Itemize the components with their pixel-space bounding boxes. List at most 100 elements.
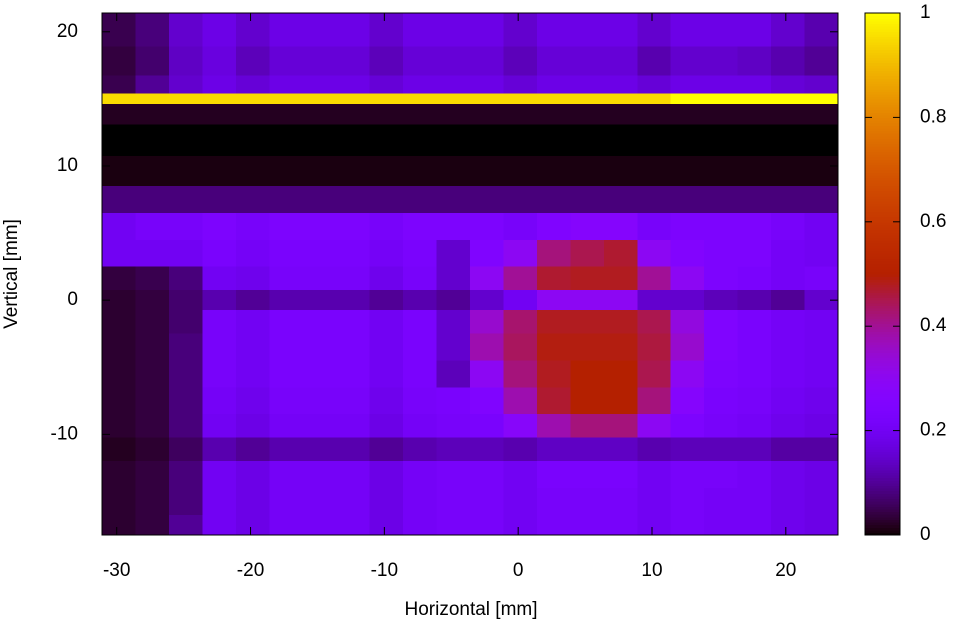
heatmap-cell xyxy=(670,333,705,362)
heatmap-cell xyxy=(269,333,304,362)
heatmap-cell xyxy=(804,333,838,362)
colorbar-step xyxy=(865,138,900,142)
heatmap-cell xyxy=(403,212,438,241)
heatmap-cell xyxy=(637,266,672,291)
colorbar-step xyxy=(865,250,900,254)
colorbar-step xyxy=(865,193,900,197)
heatmap-cell xyxy=(536,239,571,268)
heatmap-cell xyxy=(704,266,739,291)
heatmap-cell xyxy=(302,212,337,241)
colorbar-step xyxy=(865,125,900,129)
heatmap-cell xyxy=(202,414,237,439)
heatmap-cell xyxy=(102,155,137,187)
heatmap-cell xyxy=(670,155,705,187)
heatmap-cell xyxy=(570,461,605,489)
heatmap-cell xyxy=(704,387,739,415)
heatmap-cell xyxy=(771,514,806,535)
heatmap-cell xyxy=(336,387,371,415)
heatmap-cell xyxy=(737,437,772,462)
heatmap-cell xyxy=(336,266,371,291)
heatmap-cell xyxy=(235,514,270,535)
heatmap-cell xyxy=(670,514,705,535)
heatmap-cell xyxy=(336,93,371,105)
colorbar-step xyxy=(865,75,900,79)
colorbar-step xyxy=(865,263,900,267)
heatmap-cell xyxy=(503,104,538,125)
y-tick-label: 20 xyxy=(57,21,78,42)
heatmap-cell xyxy=(436,461,471,489)
heatmap-cell xyxy=(202,212,237,241)
colorbar-step xyxy=(865,362,900,366)
heatmap-cell xyxy=(470,387,505,415)
heatmap-cell xyxy=(704,333,739,362)
colorbar-step xyxy=(865,101,900,105)
x-tick-label: -10 xyxy=(371,560,398,581)
colorbar-step xyxy=(865,524,900,528)
heatmap-cell xyxy=(302,310,337,335)
heatmap-cell xyxy=(369,387,404,415)
heatmap-cell xyxy=(670,360,705,388)
colorbar-step xyxy=(865,229,900,233)
colorbar-step xyxy=(865,441,900,445)
heatmap-cell xyxy=(102,333,137,362)
colorbar-step xyxy=(865,357,900,361)
heatmap-cell xyxy=(336,514,371,535)
heatmap-cell xyxy=(570,239,605,268)
heatmap-cell xyxy=(168,155,203,187)
heatmap-cell xyxy=(302,46,337,77)
heatmap-cell xyxy=(737,514,772,535)
heatmap-cell xyxy=(336,239,371,268)
heatmap-cell xyxy=(202,387,237,415)
colorbar-step xyxy=(865,153,900,158)
heatmap-cell xyxy=(536,360,571,388)
heatmap-cell xyxy=(302,488,337,516)
heatmap-cell xyxy=(470,514,505,535)
heatmap-cell xyxy=(536,290,571,311)
colorbar-step xyxy=(865,224,900,228)
heatmap-cell xyxy=(804,310,838,335)
heatmap-cell xyxy=(336,414,371,439)
heatmap-cell xyxy=(704,13,739,48)
colorbar-step xyxy=(865,59,900,64)
colorbar-step xyxy=(865,297,900,301)
heatmap-cell xyxy=(603,414,638,439)
colorbar-step xyxy=(865,78,900,82)
heatmap-cell xyxy=(269,13,304,48)
colorbar-step xyxy=(865,474,900,479)
heatmap-cell xyxy=(235,266,270,291)
heatmap-cell xyxy=(436,155,471,187)
colorbar-step xyxy=(865,13,900,17)
heatmap-cell xyxy=(804,46,838,77)
colorbar-step xyxy=(865,187,900,192)
heatmap-cell xyxy=(202,93,237,105)
colorbar-step xyxy=(865,305,900,309)
heatmap-cell xyxy=(503,514,538,535)
heatmap-cell xyxy=(737,310,772,335)
colorbar-step xyxy=(865,54,900,58)
heatmap-cell xyxy=(536,212,571,241)
heatmap-cell xyxy=(436,212,471,241)
heatmap-cell xyxy=(570,75,605,95)
heatmap-cell xyxy=(102,461,137,489)
colorbar-step xyxy=(865,375,900,379)
heatmap-cell xyxy=(470,333,505,362)
colorbar-step xyxy=(865,274,900,278)
heatmap-cell xyxy=(637,46,672,77)
heatmap-cell xyxy=(570,488,605,516)
colorbar-step xyxy=(865,501,900,505)
heatmap-cell xyxy=(503,437,538,462)
colorbar-step xyxy=(865,490,900,494)
heatmap-cell xyxy=(603,124,638,157)
colorbar-step xyxy=(865,169,900,173)
heatmap-cell xyxy=(536,75,571,95)
heatmap-cell xyxy=(102,13,137,48)
colorbar-step xyxy=(865,140,900,145)
colorbar-step xyxy=(865,508,900,513)
heatmap-cell xyxy=(503,488,538,516)
heatmap-cell xyxy=(603,186,638,214)
colorbar-step xyxy=(865,336,900,340)
colorbar-step xyxy=(865,320,900,325)
heatmap-cell xyxy=(470,93,505,105)
heatmap-cell xyxy=(771,212,806,241)
heatmap-cell xyxy=(570,266,605,291)
